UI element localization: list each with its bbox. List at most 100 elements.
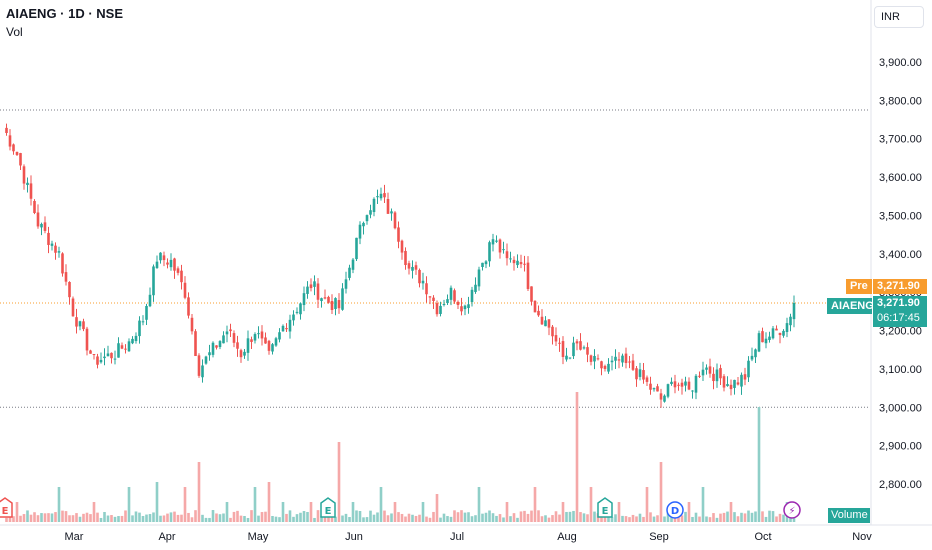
- x-tick-label: Apr: [158, 531, 175, 543]
- volume-bar: [712, 513, 715, 522]
- volume-bar: [603, 516, 607, 522]
- volume-bar: [400, 513, 404, 522]
- candle: [5, 123, 8, 136]
- volume-bar: [407, 513, 411, 522]
- volume-bar: [495, 515, 498, 522]
- candle: [467, 296, 470, 314]
- volume-bar: [75, 513, 78, 522]
- dividend-event-icon[interactable]: D: [666, 501, 684, 519]
- candle: [33, 199, 36, 215]
- volume-bar: [215, 513, 218, 522]
- y-axis[interactable]: 3,900.00 3,800.00 3,700.00 3,600.00 3,500.00…: [879, 57, 922, 491]
- x-tick-label: Nov: [852, 531, 872, 543]
- currency-selector[interactable]: INR: [874, 6, 924, 28]
- volume-bar: [183, 487, 187, 522]
- candle: [117, 337, 120, 358]
- volume-bar: [621, 515, 624, 522]
- volume-bar: [299, 512, 302, 522]
- candle: [470, 286, 474, 307]
- candle: [663, 394, 666, 403]
- candle: [575, 339, 579, 351]
- x-tick-label: May: [248, 531, 269, 543]
- volume-bar: [404, 516, 407, 522]
- y-tick-label: 2,900.00: [879, 441, 922, 453]
- volume-bar: [386, 515, 390, 522]
- volume-bar: [470, 516, 474, 522]
- candle: [288, 314, 292, 339]
- candle: [684, 376, 687, 392]
- volume-bar: [547, 517, 551, 522]
- candle: [89, 349, 92, 354]
- candle: [309, 278, 313, 292]
- volume-bar: [509, 516, 512, 522]
- candle: [75, 308, 78, 334]
- volume-bar: [719, 513, 722, 522]
- candle: [411, 260, 414, 279]
- grid-layer: [0, 0, 932, 526]
- volume-bar: [159, 515, 162, 522]
- volume-bar: [628, 517, 631, 522]
- candle: [26, 177, 29, 193]
- candle: [750, 347, 754, 362]
- volume-bar: [239, 515, 243, 522]
- candle: [19, 152, 22, 171]
- candle: [544, 316, 547, 327]
- candle: [418, 268, 421, 288]
- earnings-event-icon[interactable]: E: [0, 497, 13, 518]
- volume-indicator-label[interactable]: Vol: [6, 25, 23, 39]
- volume-bar: [551, 515, 554, 522]
- candle: [351, 258, 355, 274]
- candle: [43, 216, 47, 234]
- candle: [106, 345, 110, 357]
- candle: [516, 254, 519, 269]
- volume-bar: [138, 512, 141, 522]
- volume-bar: [684, 511, 687, 522]
- candle: [561, 336, 565, 365]
- candle: [652, 387, 656, 392]
- candle: [218, 340, 222, 350]
- candle: [267, 339, 271, 355]
- symbol-title[interactable]: AIAENG · 1D · NSE: [6, 6, 123, 21]
- volume-bar: [393, 502, 397, 522]
- candle: [740, 372, 743, 395]
- candle: [582, 345, 586, 350]
- earnings-event-icon[interactable]: E: [320, 497, 336, 518]
- volume-bar: [124, 510, 127, 522]
- candle: [316, 278, 320, 308]
- volume-bar: [656, 515, 659, 522]
- volume-bar: [768, 510, 771, 522]
- volume-bar: [467, 512, 470, 522]
- volume-bar: [439, 517, 442, 522]
- lightning-event-icon[interactable]: ⚡: [783, 501, 801, 519]
- candle: [404, 247, 407, 270]
- candle: [484, 260, 488, 269]
- volume-bar: [29, 514, 33, 522]
- candle: [747, 356, 750, 382]
- x-tick-label: Aug: [557, 531, 577, 543]
- volume-bar: [169, 512, 173, 522]
- candle: [215, 345, 218, 350]
- volume-bar: [358, 511, 362, 522]
- candle: [348, 264, 351, 281]
- volume-bar: [537, 510, 540, 522]
- candle: [393, 211, 397, 230]
- volume-bar: [474, 515, 477, 522]
- volume-bar: [337, 442, 341, 522]
- volume-bar: [236, 510, 239, 522]
- volume-bar: [229, 517, 232, 522]
- earnings-event-icon[interactable]: E: [597, 497, 613, 518]
- candle: [327, 295, 330, 304]
- volume-bar: [71, 515, 75, 522]
- candle: [344, 271, 348, 294]
- volume-bar: [376, 512, 379, 522]
- candle: [526, 256, 530, 291]
- volume-bar: [512, 513, 516, 522]
- candle: [761, 327, 764, 343]
- volume-bar: [246, 517, 250, 522]
- candle: [12, 143, 15, 155]
- candle: [243, 348, 246, 359]
- y-tick-label: 3,700.00: [879, 134, 922, 146]
- candle: [691, 390, 694, 399]
- candle: [222, 331, 225, 344]
